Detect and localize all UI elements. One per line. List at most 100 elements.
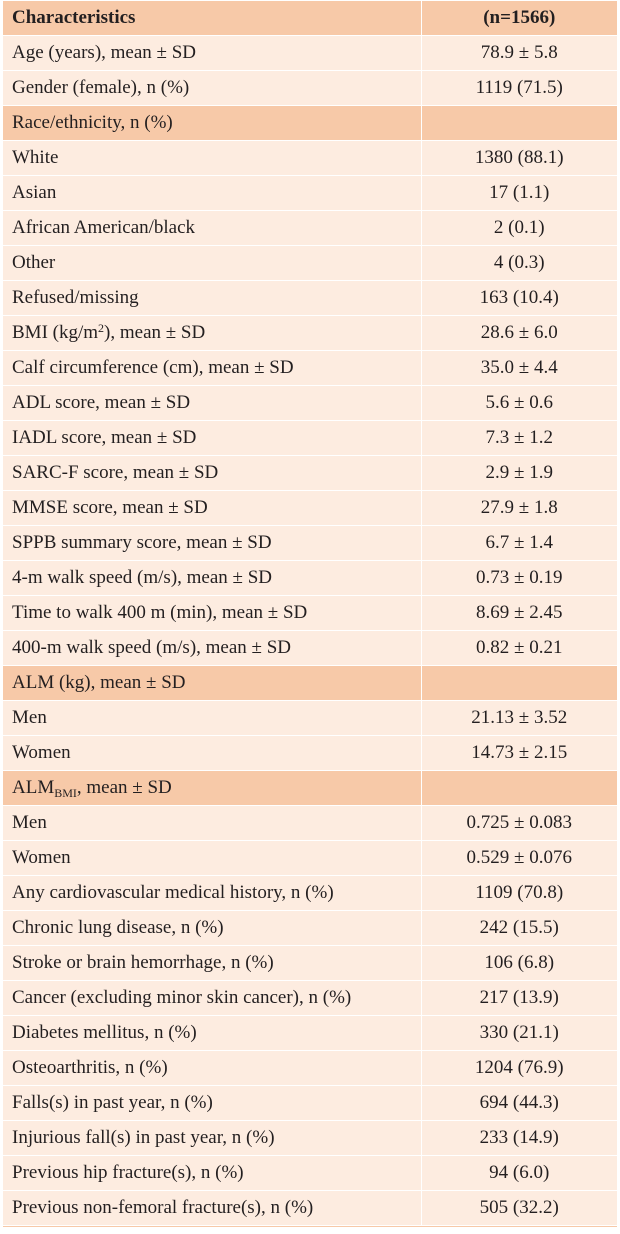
row-label: 4-m walk speed (m/s), mean ± SD bbox=[3, 560, 421, 596]
table-row: Age (years), mean ± SD 78.9 ± 5.8 bbox=[3, 35, 617, 71]
header-sample-size: (n=1566) bbox=[420, 1, 617, 36]
section-value bbox=[420, 665, 617, 701]
row-value: 0.725 ± 0.083 bbox=[420, 805, 617, 841]
table-row: IADL score, mean ± SD 7.3 ± 1.2 bbox=[3, 420, 617, 456]
table-row: BMI (kg/m2), mean ± SD 28.6 ± 6.0 bbox=[3, 315, 617, 351]
row-label: Asian bbox=[3, 175, 421, 211]
section-label-alm-bmi: ALMBMI, mean ± SD bbox=[3, 770, 421, 806]
row-label: Time to walk 400 m (min), mean ± SD bbox=[3, 595, 421, 631]
section-value bbox=[420, 105, 617, 141]
row-label: Stroke or brain hemorrhage, n (%) bbox=[3, 945, 421, 981]
bmi-label-pre: BMI (kg/m bbox=[12, 322, 99, 343]
table-row: Any cardiovascular medical history, n (%… bbox=[3, 875, 617, 911]
row-value: 1204 (76.9) bbox=[420, 1050, 617, 1086]
row-label: Previous hip fracture(s), n (%) bbox=[3, 1155, 421, 1191]
table-row: SARC-F score, mean ± SD 2.9 ± 1.9 bbox=[3, 455, 617, 491]
section-row: Race/ethnicity, n (%) bbox=[3, 105, 617, 141]
row-label: Falls(s) in past year, n (%) bbox=[3, 1085, 421, 1121]
row-label: Osteoarthritis, n (%) bbox=[3, 1050, 421, 1086]
table-row: Stroke or brain hemorrhage, n (%) 106 (6… bbox=[3, 945, 617, 981]
table-row: Chronic lung disease, n (%) 242 (15.5) bbox=[3, 910, 617, 946]
table-row: Diabetes mellitus, n (%) 330 (21.1) bbox=[3, 1015, 617, 1051]
row-label: Refused/missing bbox=[3, 280, 421, 316]
row-label: Injurious fall(s) in past year, n (%) bbox=[3, 1120, 421, 1156]
table-row: Women 0.529 ± 0.076 bbox=[3, 840, 617, 876]
table-bottom-rule bbox=[3, 1226, 617, 1227]
row-label: ADL score, mean ± SD bbox=[3, 385, 421, 421]
row-label: Age (years), mean ± SD bbox=[3, 35, 421, 71]
table-row: African American/black 2 (0.1) bbox=[3, 210, 617, 246]
row-value: 233 (14.9) bbox=[420, 1120, 617, 1156]
table-row: Men 0.725 ± 0.083 bbox=[3, 805, 617, 841]
row-value: 505 (32.2) bbox=[420, 1190, 617, 1226]
table-row: 400-m walk speed (m/s), mean ± SD 0.82 ±… bbox=[3, 630, 617, 666]
row-value: 106 (6.8) bbox=[420, 945, 617, 981]
row-label: SPPB summary score, mean ± SD bbox=[3, 525, 421, 561]
alm-label-post: , mean ± SD bbox=[76, 777, 172, 798]
row-value: 0.73 ± 0.19 bbox=[420, 560, 617, 596]
row-label: Gender (female), n (%) bbox=[3, 70, 421, 106]
row-value: 0.529 ± 0.076 bbox=[420, 840, 617, 876]
row-label: Other bbox=[3, 245, 421, 281]
row-label: Diabetes mellitus, n (%) bbox=[3, 1015, 421, 1051]
row-label: MMSE score, mean ± SD bbox=[3, 490, 421, 526]
row-label: Previous non-femoral fracture(s), n (%) bbox=[3, 1190, 421, 1226]
section-label: Race/ethnicity, n (%) bbox=[3, 105, 421, 141]
table-row: SPPB summary score, mean ± SD 6.7 ± 1.4 bbox=[3, 525, 617, 561]
row-label: Chronic lung disease, n (%) bbox=[3, 910, 421, 946]
row-label: African American/black bbox=[3, 210, 421, 246]
section-label: ALM (kg), mean ± SD bbox=[3, 665, 421, 701]
row-value: 694 (44.3) bbox=[420, 1085, 617, 1121]
characteristics-table: Characteristics (n=1566) Age (years), me… bbox=[3, 1, 617, 1226]
row-value: 6.7 ± 1.4 bbox=[420, 525, 617, 561]
table-row: Injurious fall(s) in past year, n (%) 23… bbox=[3, 1120, 617, 1156]
row-value: 14.73 ± 2.15 bbox=[420, 735, 617, 771]
row-label: 400-m walk speed (m/s), mean ± SD bbox=[3, 630, 421, 666]
row-value: 17 (1.1) bbox=[420, 175, 617, 211]
table-row: White 1380 (88.1) bbox=[3, 140, 617, 176]
row-value: 21.13 ± 3.52 bbox=[420, 700, 617, 736]
table-row: Asian 17 (1.1) bbox=[3, 175, 617, 211]
row-value: 5.6 ± 0.6 bbox=[420, 385, 617, 421]
row-value: 242 (15.5) bbox=[420, 910, 617, 946]
header-characteristics: Characteristics bbox=[3, 1, 421, 36]
table-row: MMSE score, mean ± SD 27.9 ± 1.8 bbox=[3, 490, 617, 526]
row-value: 28.6 ± 6.0 bbox=[420, 315, 617, 351]
row-label: Men bbox=[3, 805, 421, 841]
section-row: ALM (kg), mean ± SD bbox=[3, 665, 617, 701]
row-value: 0.82 ± 0.21 bbox=[420, 630, 617, 666]
table-row: 4-m walk speed (m/s), mean ± SD 0.73 ± 0… bbox=[3, 560, 617, 596]
row-label: White bbox=[3, 140, 421, 176]
table-row: Refused/missing 163 (10.4) bbox=[3, 280, 617, 316]
row-label: Men bbox=[3, 700, 421, 736]
section-value bbox=[420, 770, 617, 806]
row-label: Any cardiovascular medical history, n (%… bbox=[3, 875, 421, 911]
row-value: 1119 (71.5) bbox=[420, 70, 617, 106]
row-value: 330 (21.1) bbox=[420, 1015, 617, 1051]
table-row: Previous non-femoral fracture(s), n (%) … bbox=[3, 1190, 617, 1226]
table-row: Women 14.73 ± 2.15 bbox=[3, 735, 617, 771]
characteristics-table-container: Characteristics (n=1566) Age (years), me… bbox=[3, 1, 617, 1227]
table-row: Other 4 (0.3) bbox=[3, 245, 617, 281]
row-label: Women bbox=[3, 735, 421, 771]
table-row: Falls(s) in past year, n (%) 694 (44.3) bbox=[3, 1085, 617, 1121]
row-value: 2 (0.1) bbox=[420, 210, 617, 246]
bmi-label-post: ), mean ± SD bbox=[104, 322, 206, 343]
row-value: 217 (13.9) bbox=[420, 980, 617, 1016]
row-value: 8.69 ± 2.45 bbox=[420, 595, 617, 631]
alm-label-pre: ALM bbox=[12, 777, 55, 798]
row-value: 1109 (70.8) bbox=[420, 875, 617, 911]
row-value: 4 (0.3) bbox=[420, 245, 617, 281]
section-row: ALMBMI, mean ± SD bbox=[3, 770, 617, 806]
row-value: 78.9 ± 5.8 bbox=[420, 35, 617, 71]
table-row: Previous hip fracture(s), n (%) 94 (6.0) bbox=[3, 1155, 617, 1191]
row-value: 2.9 ± 1.9 bbox=[420, 455, 617, 491]
table-row: Time to walk 400 m (min), mean ± SD 8.69… bbox=[3, 595, 617, 631]
table-row: Osteoarthritis, n (%) 1204 (76.9) bbox=[3, 1050, 617, 1086]
table-row: ADL score, mean ± SD 5.6 ± 0.6 bbox=[3, 385, 617, 421]
table-row: Cancer (excluding minor skin cancer), n … bbox=[3, 980, 617, 1016]
table-header-row: Characteristics (n=1566) bbox=[3, 1, 617, 36]
row-value: 27.9 ± 1.8 bbox=[420, 490, 617, 526]
alm-label-subscript: BMI bbox=[54, 786, 77, 800]
row-value: 35.0 ± 4.4 bbox=[420, 350, 617, 386]
